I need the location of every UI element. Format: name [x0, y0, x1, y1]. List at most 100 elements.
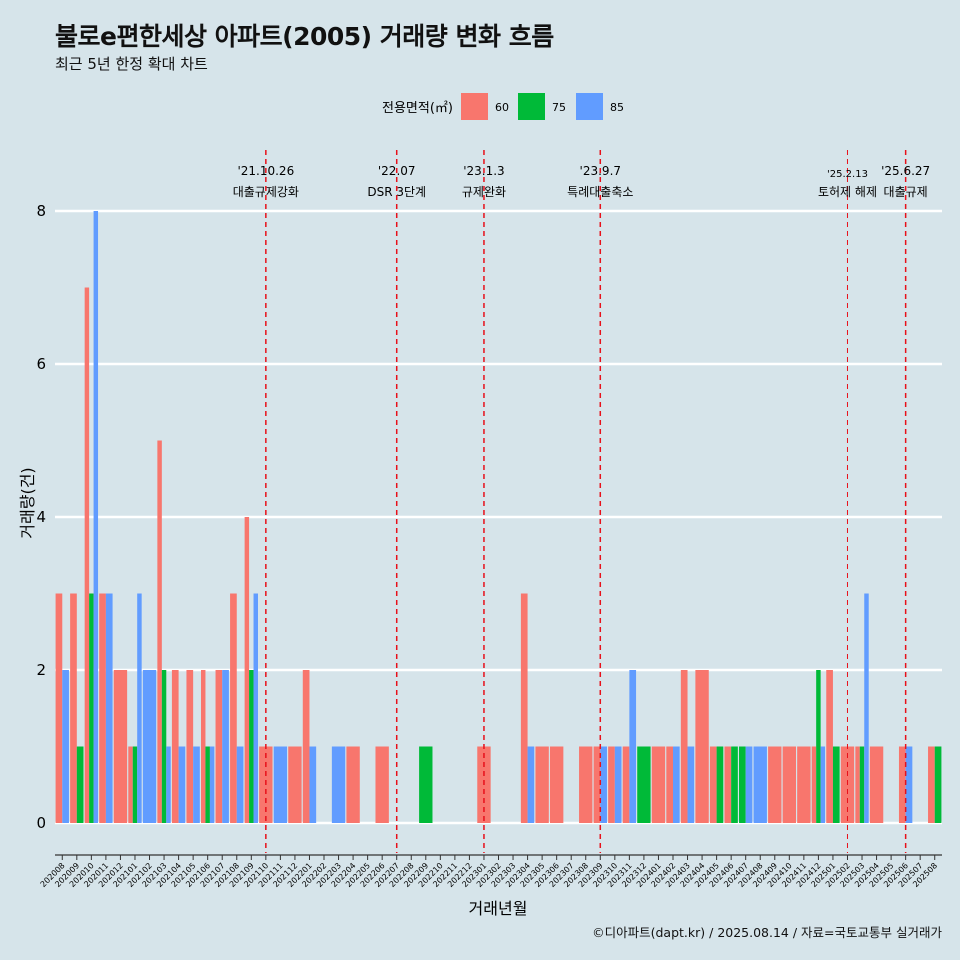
bar-202104-60 — [171, 670, 179, 823]
chart-title: 불로e편한세상 아파트(2005) 거래량 변화 흐름 — [55, 22, 554, 51]
legend-title: 전용면적(㎡) — [382, 101, 453, 116]
event-date: '25.6.27 — [881, 164, 930, 178]
bar-202106-60 — [200, 670, 206, 823]
event-label: 대출규제 — [884, 185, 928, 199]
bar-202009-60 — [70, 593, 77, 823]
bar-202203-85 — [331, 746, 346, 823]
bar-202011-85 — [105, 593, 113, 823]
bar-202405-75 — [716, 746, 724, 823]
bar-202009-75 — [76, 746, 84, 823]
y-axis-title: 거래량(건) — [18, 467, 37, 538]
bar-202108-60 — [230, 593, 237, 823]
y-tick-label: 6 — [36, 355, 46, 373]
bar-202106-75 — [205, 746, 210, 823]
bar-202503-85 — [864, 593, 869, 823]
bar-202407-85 — [745, 746, 753, 823]
bar-202408-85 — [753, 746, 767, 823]
bar-202107-60 — [215, 670, 223, 823]
bar-202410-60 — [782, 746, 797, 823]
bar-202204-60 — [346, 746, 360, 823]
bar-202010-75 — [89, 593, 94, 823]
bar-202201-60 — [302, 670, 310, 823]
legend-swatch-85 — [576, 93, 603, 120]
y-axis: 0 2 4 6 8 — [36, 202, 46, 832]
bar-202409-60 — [768, 746, 782, 823]
event-annotations: '21.10.26 대출규제강화 '22.07 DSR 3단계 '23.1.3 규제완화 '… — [233, 164, 930, 199]
y-tick-label: 8 — [36, 202, 46, 220]
bar-202508-60 — [928, 746, 935, 823]
bar-202306-60 — [549, 746, 564, 823]
event-label: DSR 3단계 — [367, 185, 426, 199]
bar-202506-60 — [898, 746, 906, 823]
bar-202401-60 — [651, 746, 666, 823]
bar-202402-60 — [666, 746, 673, 823]
bar-202403-85 — [687, 746, 695, 823]
bar-202008-85 — [62, 670, 69, 823]
bar-202403-60 — [680, 670, 688, 823]
bar-202412-75 — [816, 670, 821, 823]
bar-202310-60 — [608, 746, 615, 823]
bar-202112-60 — [288, 746, 302, 823]
bar-202109-85 — [253, 593, 258, 823]
bar-202305-60 — [535, 746, 549, 823]
legend-label-75: 75 — [552, 101, 566, 114]
bar-202503-75 — [859, 746, 865, 823]
bar-202504-60 — [869, 746, 884, 823]
chart-subtitle: 최근 5년 한정 확대 차트 — [55, 55, 208, 73]
bar-202506-85 — [905, 746, 913, 823]
bar-202101-85 — [137, 593, 142, 823]
bar-202011-60 — [99, 593, 106, 823]
event-label: 규제완화 — [462, 185, 506, 199]
bar-202106-85 — [209, 746, 215, 823]
bar-202101-75 — [132, 746, 138, 823]
bar-202304-85 — [527, 746, 535, 823]
event-date: '21.10.26 — [237, 164, 294, 178]
legend: 전용면적(㎡) 60 75 85 — [382, 93, 624, 120]
legend-label-60: 60 — [495, 101, 509, 114]
event-date: '22.07 — [378, 164, 416, 178]
bar-202107-85 — [222, 670, 229, 823]
bar-202309-60 — [593, 746, 601, 823]
bar-202311-60 — [622, 746, 630, 823]
bar-202012-60 — [113, 670, 128, 823]
bar-202407-75 — [739, 746, 746, 823]
event-date: '25.2.13 — [827, 169, 868, 180]
bar-202103-85 — [166, 746, 171, 823]
bar-202501-75 — [832, 746, 840, 823]
bar-202108-85 — [236, 746, 244, 823]
bar-202102-85 — [142, 670, 157, 823]
event-date: '23.9.7 — [580, 164, 621, 178]
bar-202501-60 — [826, 670, 833, 823]
bar-202310-85 — [614, 746, 622, 823]
legend-swatch-75 — [518, 93, 545, 120]
bar-202404-60 — [695, 670, 709, 823]
bar-202309-85 — [600, 746, 607, 823]
bar-202101-60 — [128, 746, 133, 823]
y-tick-label: 0 — [36, 814, 46, 832]
bar-202103-60 — [157, 440, 162, 823]
bar-202411-60 — [797, 746, 811, 823]
bar-202503-60 — [855, 746, 860, 823]
bar-202406-60 — [724, 746, 732, 823]
x-axis-title: 거래년월 — [469, 899, 528, 918]
bar-202304-60 — [520, 593, 528, 823]
event-label: 토허제 해제 — [818, 185, 877, 199]
bar-202109-60 — [244, 517, 250, 823]
bar-202111-85 — [273, 746, 288, 823]
source-caption: ©디아파트(dapt.kr) / 2025.08.14 / 자료=국토교통부 실… — [592, 925, 942, 940]
bar-202008-60 — [55, 593, 63, 823]
event-lines — [265, 150, 907, 853]
bar-202201-85 — [309, 746, 317, 823]
bar-202103-75 — [161, 670, 167, 823]
bar-202206-60 — [375, 746, 389, 823]
bar-202209-75 — [419, 746, 433, 823]
event-date: '23.1.3 — [463, 164, 504, 178]
event-label: 특례대출축소 — [567, 185, 633, 199]
bar-202308-60 — [579, 746, 593, 823]
bar-202010-85 — [93, 211, 99, 823]
bar-202406-75 — [731, 746, 738, 823]
bar-202508-75 — [934, 746, 942, 823]
bar-202412-60 — [811, 746, 817, 823]
y-tick-label: 4 — [36, 508, 46, 526]
